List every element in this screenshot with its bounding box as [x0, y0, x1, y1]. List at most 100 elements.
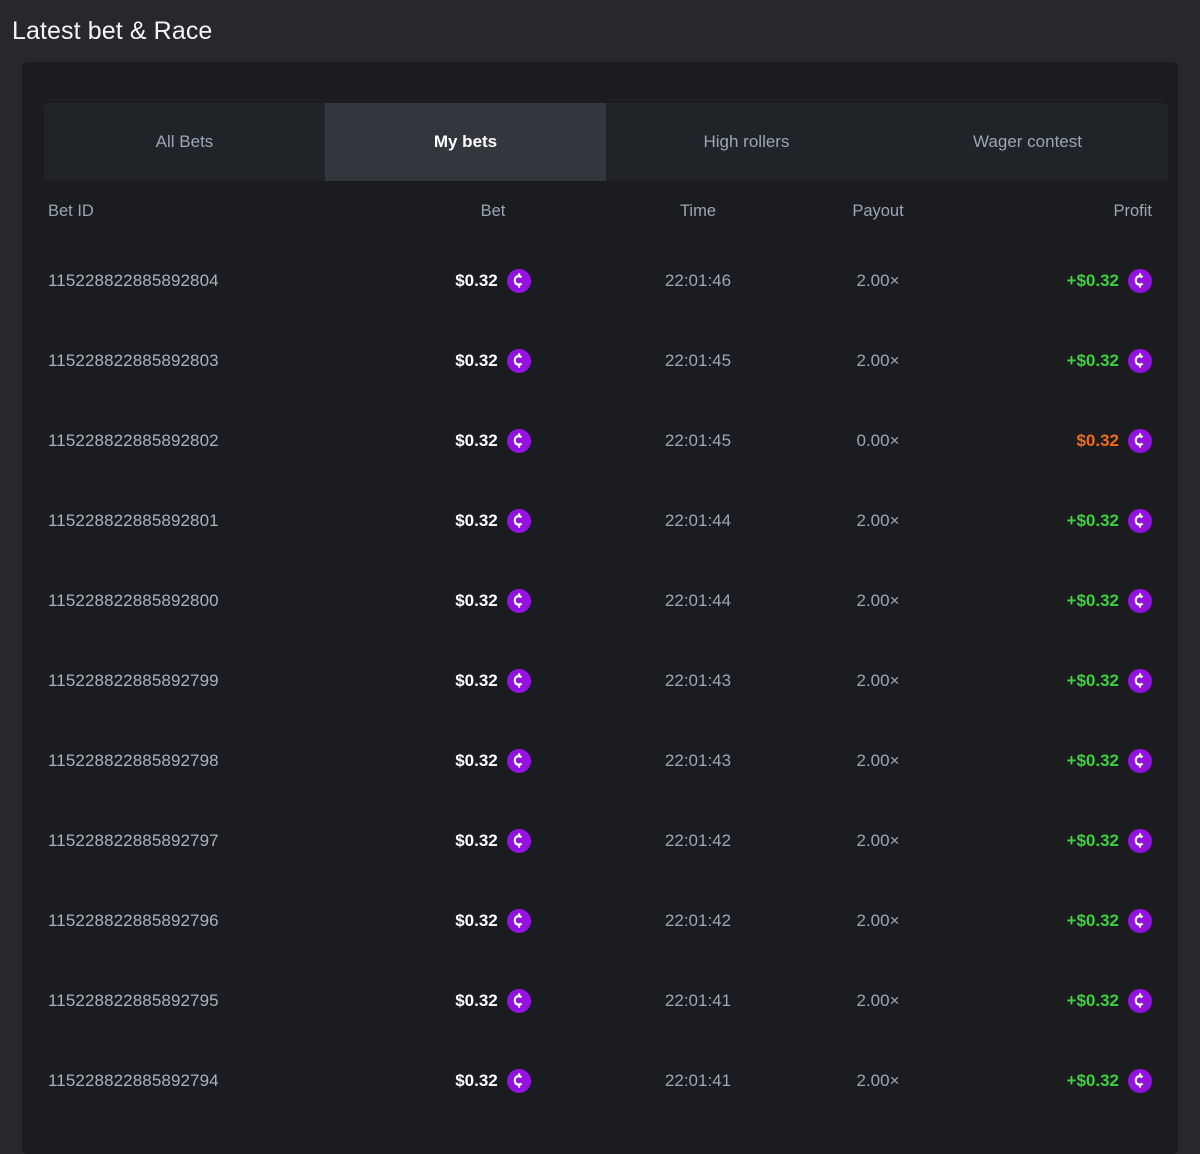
- cell-bet-id[interactable]: 115228822885892803: [48, 351, 378, 371]
- cell-bet-id[interactable]: 115228822885892794: [48, 1071, 378, 1091]
- table-row[interactable]: 115228822885892796 $0.32 22:01:42 2.00× +$0.…: [22, 881, 1178, 961]
- bet-id-value: 115228822885892803: [48, 351, 219, 370]
- table-row[interactable]: 115228822885892801 $0.32 22:01:44 2.00× +$0.…: [22, 481, 1178, 561]
- cell-bet: $0.32: [378, 989, 608, 1013]
- payout-value: 2.00×: [856, 511, 900, 530]
- cell-bet-id[interactable]: 115228822885892800: [48, 591, 378, 611]
- table-row[interactable]: 115228822885892794 $0.32 22:01:41 2.00× +$0.…: [22, 1041, 1178, 1121]
- cent-coin-icon: [1128, 909, 1152, 933]
- cell-payout: 2.00×: [788, 751, 968, 771]
- table-row[interactable]: 115228822885892802 $0.32 22:01:45 0.00× $0.3…: [22, 401, 1178, 481]
- cell-payout: 2.00×: [788, 911, 968, 931]
- bet-id-value: 115228822885892797: [48, 831, 219, 850]
- cell-profit: +$0.32: [968, 1069, 1152, 1093]
- tab-wager-contest[interactable]: Wager contest: [887, 103, 1168, 181]
- column-header-bet-id: Bet ID: [48, 201, 94, 220]
- cell-bet: $0.32: [378, 509, 608, 533]
- column-header-payout: Payout: [852, 201, 904, 220]
- cent-coin-icon: [506, 829, 531, 853]
- tab-label: All Bets: [155, 132, 214, 151]
- cell-bet-id[interactable]: 115228822885892796: [48, 911, 378, 931]
- table-body: 115228822885892804 $0.32 22:01:46 2.00× +$0.…: [22, 241, 1178, 1121]
- cell-profit: +$0.32: [968, 589, 1152, 613]
- cent-coin-icon: [1128, 749, 1152, 773]
- tab-label: High rollers: [703, 132, 790, 151]
- cell-payout: 2.00×: [788, 1071, 968, 1091]
- cell-bet-id[interactable]: 115228822885892797: [48, 831, 378, 851]
- cell-time: 22:01:45: [608, 431, 788, 451]
- bet-amount-value: $0.32: [455, 831, 498, 850]
- cell-time: 22:01:43: [608, 671, 788, 691]
- table-row[interactable]: 115228822885892803 $0.32 22:01:45 2.00× +$0.…: [22, 321, 1178, 401]
- cell-payout: 2.00×: [788, 831, 968, 851]
- time-value: 22:01:42: [664, 911, 732, 930]
- bet-amount-value: $0.32: [455, 671, 498, 690]
- profit-value: +$0.32: [1066, 591, 1119, 610]
- cent-coin-icon: [506, 749, 531, 773]
- cent-coin-icon: [506, 1069, 531, 1093]
- time-value: 22:01:41: [664, 991, 732, 1010]
- tab-all-bets[interactable]: All Bets: [44, 103, 325, 181]
- bets-card: All Bets My bets High rollers Wager contest…: [22, 62, 1178, 1154]
- cent-coin-icon: [506, 909, 531, 933]
- cent-coin-icon: [506, 509, 531, 533]
- profit-value: +$0.32: [1066, 911, 1119, 930]
- bet-amount-value: $0.32: [455, 431, 498, 450]
- cell-time: 22:01:41: [608, 991, 788, 1011]
- profit-value: $0.32: [1076, 431, 1119, 450]
- profit-value: +$0.32: [1066, 1071, 1119, 1090]
- bet-amount-value: $0.32: [455, 991, 498, 1010]
- profit-value: +$0.32: [1066, 831, 1119, 850]
- cell-bet-id[interactable]: 115228822885892801: [48, 511, 378, 531]
- bet-id-value: 115228822885892800: [48, 591, 219, 610]
- bet-amount-value: $0.32: [455, 911, 498, 930]
- page-title: Latest bet & Race: [12, 16, 213, 45]
- cell-payout: 2.00×: [788, 511, 968, 531]
- cell-profit: +$0.32: [968, 349, 1152, 373]
- cell-bet-id[interactable]: 115228822885892799: [48, 671, 378, 691]
- cent-coin-icon: [1128, 829, 1152, 853]
- column-header-profit: Profit: [1113, 201, 1152, 220]
- profit-value: +$0.32: [1066, 671, 1119, 690]
- time-value: 22:01:45: [664, 431, 732, 450]
- table-row[interactable]: 115228822885892799 $0.32 22:01:43 2.00× +$0.…: [22, 641, 1178, 721]
- table-row[interactable]: 115228822885892804 $0.32 22:01:46 2.00× +$0.…: [22, 241, 1178, 321]
- cell-payout: 2.00×: [788, 271, 968, 291]
- bet-id-value: 115228822885892801: [48, 511, 219, 530]
- cell-payout: 2.00×: [788, 351, 968, 371]
- cell-bet-id[interactable]: 115228822885892795: [48, 991, 378, 1011]
- table-row[interactable]: 115228822885892800 $0.32 22:01:44 2.00× +$0.…: [22, 561, 1178, 641]
- cent-coin-icon: [506, 589, 531, 613]
- table-row[interactable]: 115228822885892797 $0.32 22:01:42 2.00× +$0.…: [22, 801, 1178, 881]
- cent-coin-icon: [506, 669, 531, 693]
- tab-high-rollers[interactable]: High rollers: [606, 103, 887, 181]
- profit-value: +$0.32: [1066, 991, 1119, 1010]
- cell-payout: 2.00×: [788, 671, 968, 691]
- cell-time: 22:01:42: [608, 831, 788, 851]
- bet-id-value: 115228822885892799: [48, 671, 219, 690]
- bet-id-value: 115228822885892798: [48, 751, 219, 770]
- bet-id-value: 115228822885892802: [48, 431, 219, 450]
- cell-time: 22:01:43: [608, 751, 788, 771]
- payout-value: 2.00×: [856, 911, 900, 930]
- cell-bet-id[interactable]: 115228822885892802: [48, 431, 378, 451]
- tab-label: Wager contest: [973, 132, 1082, 151]
- cell-bet: $0.32: [378, 589, 608, 613]
- table-row[interactable]: 115228822885892795 $0.32 22:01:41 2.00× +$0.…: [22, 961, 1178, 1041]
- time-value: 22:01:46: [664, 271, 732, 290]
- cell-bet-id[interactable]: 115228822885892804: [48, 271, 378, 291]
- cell-bet: $0.32: [378, 1069, 608, 1093]
- profit-value: +$0.32: [1066, 511, 1119, 530]
- cell-profit: +$0.32: [968, 909, 1152, 933]
- cell-bet: $0.32: [378, 269, 608, 293]
- table-row[interactable]: 115228822885892798 $0.32 22:01:43 2.00× +$0.…: [22, 721, 1178, 801]
- cell-time: 22:01:45: [608, 351, 788, 371]
- cell-payout: 0.00×: [788, 431, 968, 451]
- tab-my-bets[interactable]: My bets: [325, 103, 606, 181]
- cent-coin-icon: [1128, 669, 1152, 693]
- cell-profit: +$0.32: [968, 269, 1152, 293]
- cell-bet-id[interactable]: 115228822885892798: [48, 751, 378, 771]
- cent-coin-icon: [1128, 509, 1152, 533]
- cell-time: 22:01:44: [608, 591, 788, 611]
